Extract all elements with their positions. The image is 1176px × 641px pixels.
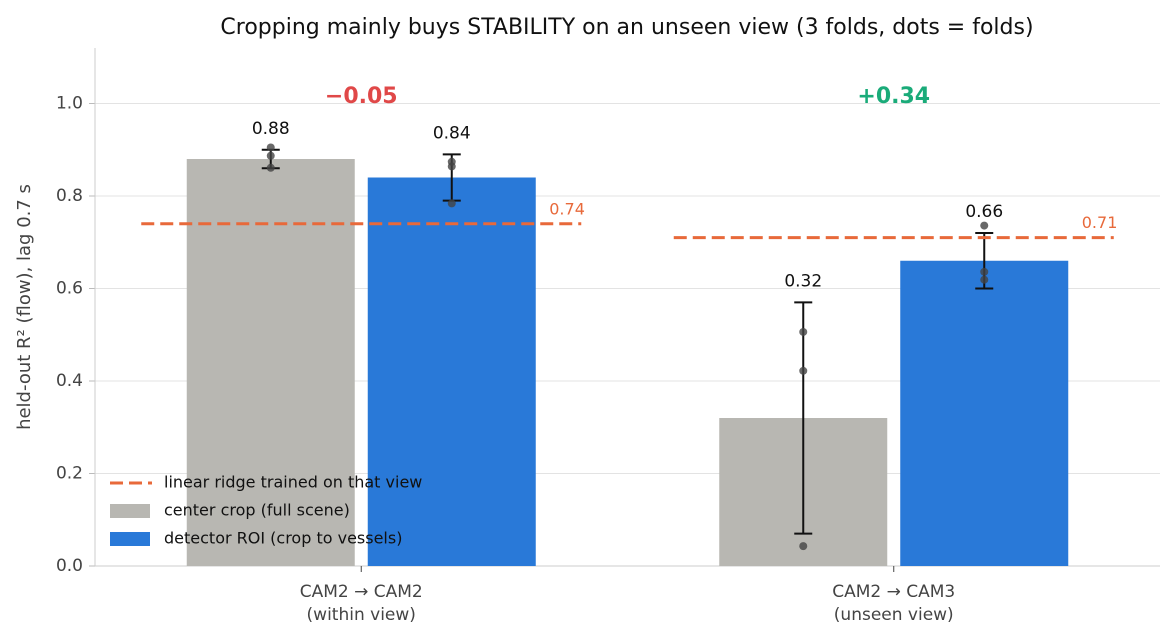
chart-title: Cropping mainly buys STABILITY on an uns… — [220, 15, 1033, 40]
fold-dot — [799, 542, 808, 551]
y-tick-label: 0.4 — [56, 371, 83, 391]
bar — [186, 159, 355, 566]
delta-annotation: −0.05 — [325, 84, 398, 109]
value-label: 0.66 — [965, 202, 1003, 222]
legend-swatch — [110, 504, 150, 518]
y-tick-label: 0.2 — [56, 464, 83, 484]
legend-label: linear ridge trained on that view — [164, 473, 422, 492]
value-label: 0.32 — [784, 271, 822, 291]
legend-label: detector ROI (crop to vessels) — [164, 529, 402, 548]
legend-label: center crop (full scene) — [164, 501, 350, 520]
legend-swatch — [110, 532, 150, 546]
y-axis-label: held-out R² (flow), lag 0.7 s — [14, 184, 35, 430]
x-tick-sublabel: (unseen view) — [834, 605, 954, 625]
value-label: 0.88 — [252, 119, 290, 139]
fold-dot — [447, 199, 456, 208]
baseline-label: 0.71 — [1082, 213, 1118, 232]
baseline-label: 0.74 — [549, 199, 585, 218]
fold-dot — [799, 366, 808, 375]
fold-dot — [266, 151, 275, 160]
fold-dot — [980, 275, 989, 284]
delta-annotation: +0.34 — [857, 84, 930, 109]
value-label: 0.84 — [433, 123, 471, 143]
x-tick-label: CAM2 → CAM2 — [300, 582, 423, 602]
bar — [900, 260, 1069, 566]
y-tick-label: 0.6 — [56, 279, 83, 299]
y-tick-label: 0.8 — [56, 186, 83, 206]
legend: linear ridge trained on that view center … — [110, 473, 422, 548]
fold-dot — [980, 267, 989, 276]
fold-dot — [980, 221, 989, 230]
fold-dot — [447, 162, 456, 171]
x-tick-sublabel: (within view) — [307, 605, 416, 625]
bar — [367, 177, 536, 566]
y-tick-label: 0.0 — [56, 556, 83, 576]
fold-dot — [799, 327, 808, 336]
x-tick-label: CAM2 → CAM3 — [832, 582, 955, 602]
fold-dot — [266, 163, 275, 172]
fold-dot — [266, 143, 275, 152]
y-tick-label: 1.0 — [56, 94, 83, 114]
